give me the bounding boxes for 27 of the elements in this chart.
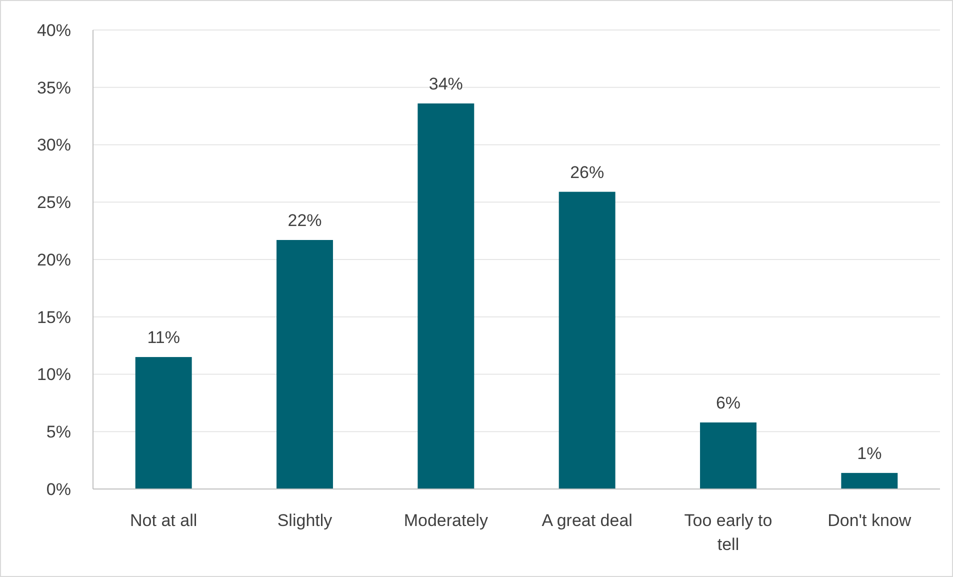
x-tick-label: Slightly — [277, 511, 333, 530]
bar — [276, 240, 333, 489]
y-tick-label: 30% — [36, 136, 71, 155]
y-tick-label: 15% — [36, 308, 71, 327]
y-tick-label: 35% — [36, 78, 71, 98]
bar — [700, 422, 756, 489]
x-tick-label: A great deal — [542, 511, 632, 530]
y-tick-label: 5% — [46, 422, 71, 442]
x-tick-label: Don't know — [828, 511, 912, 530]
y-tick-label: 0% — [46, 480, 71, 499]
data-label: 6% — [716, 393, 741, 412]
x-tick-label: Too early to tell — [684, 511, 772, 554]
data-label: 26% — [570, 162, 604, 182]
y-tick-label: 10% — [36, 365, 71, 384]
data-label: 11% — [147, 328, 180, 348]
bar — [558, 192, 616, 489]
data-label: 1% — [857, 444, 882, 463]
data-label: 34% — [428, 74, 463, 94]
x-tick-label: Moderately — [404, 511, 488, 530]
y-tick-label: 20% — [36, 250, 71, 270]
bar — [135, 357, 192, 489]
x-tick-label: Not at all — [130, 511, 198, 530]
bar — [841, 472, 898, 489]
y-tick-label: 40% — [36, 20, 71, 40]
bar — [418, 103, 474, 489]
y-tick-label: 25% — [36, 193, 71, 212]
data-label: 22% — [288, 210, 322, 230]
